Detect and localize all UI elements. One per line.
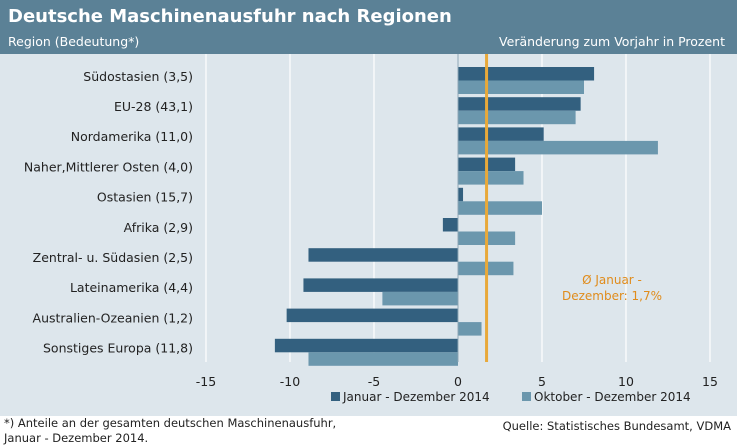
bar [442,218,458,232]
bar-chart: Südostasien (3,5) EU-28 (43,1) Nordamerika… [24,54,718,404]
bar [458,67,595,81]
category-label: Afrika (2,9) [124,220,193,235]
x-tick-label: 5 [538,374,546,389]
bar [382,291,458,306]
chart-title: Deutsche Maschinenausfuhr nach Regionen [8,6,452,27]
footnote: *) Anteile an der gesamten deutschen Mas… [4,416,336,446]
x-tick-label: 10 [618,374,634,389]
x-tick-label: 15 [702,374,718,389]
legend-swatch [331,392,340,401]
bar [458,140,658,155]
category-label: Zentral- u. Südasien (2,5) [33,250,193,265]
legend-label: Januar - Dezember 2014 [342,390,490,404]
footnote-line-1: *) Anteile an der gesamten deutschen Mas… [4,416,337,430]
bar [308,248,458,262]
average-annotation-line-2: Dezember: 1,7% [562,289,662,303]
footnote-line-2: Januar - Dezember 2014. [4,431,149,445]
category-label: Ostasien (15,7) [97,190,193,205]
x-tick-label: -15 [196,374,216,389]
bar [303,278,458,292]
x-tick-label: -5 [368,374,380,389]
region-column-label: Region (Bedeutung*) [8,34,140,49]
category-label: Nordamerika (11,0) [71,129,193,144]
category-label: EU-28 (43,1) [114,99,193,114]
chart-header: Deutsche Maschinenausfuhr nach Regionen … [0,0,737,54]
bar [458,110,576,125]
change-column-label: Veränderung zum Vorjahr in Prozent [499,34,725,49]
bar [458,80,584,94]
x-tick-label: -10 [280,374,300,389]
x-tick-label: 0 [454,374,462,389]
category-label: Australien-Ozeanien (1,2) [33,310,193,325]
bar [458,322,482,336]
bar [458,187,464,202]
category-label: Naher,Mittlerer Osten (4,0) [24,159,193,174]
bar [458,171,524,185]
bar [286,308,458,323]
bar [458,127,544,141]
category-label: Südostasien (3,5) [83,69,193,84]
legend-label: Oktober - Dezember 2014 [534,390,691,404]
category-label: Sonstiges Europa (11,8) [43,341,193,356]
bar [458,97,581,111]
legend-swatch [522,392,531,401]
source-note: Quelle: Statistisches Bundesamt, VDMA [502,419,731,433]
bar [458,201,542,215]
average-annotation-line-1: Ø Januar - [582,273,642,287]
bar [308,352,458,366]
category-label: Lateinamerika (4,4) [70,280,193,295]
bar [274,338,458,353]
